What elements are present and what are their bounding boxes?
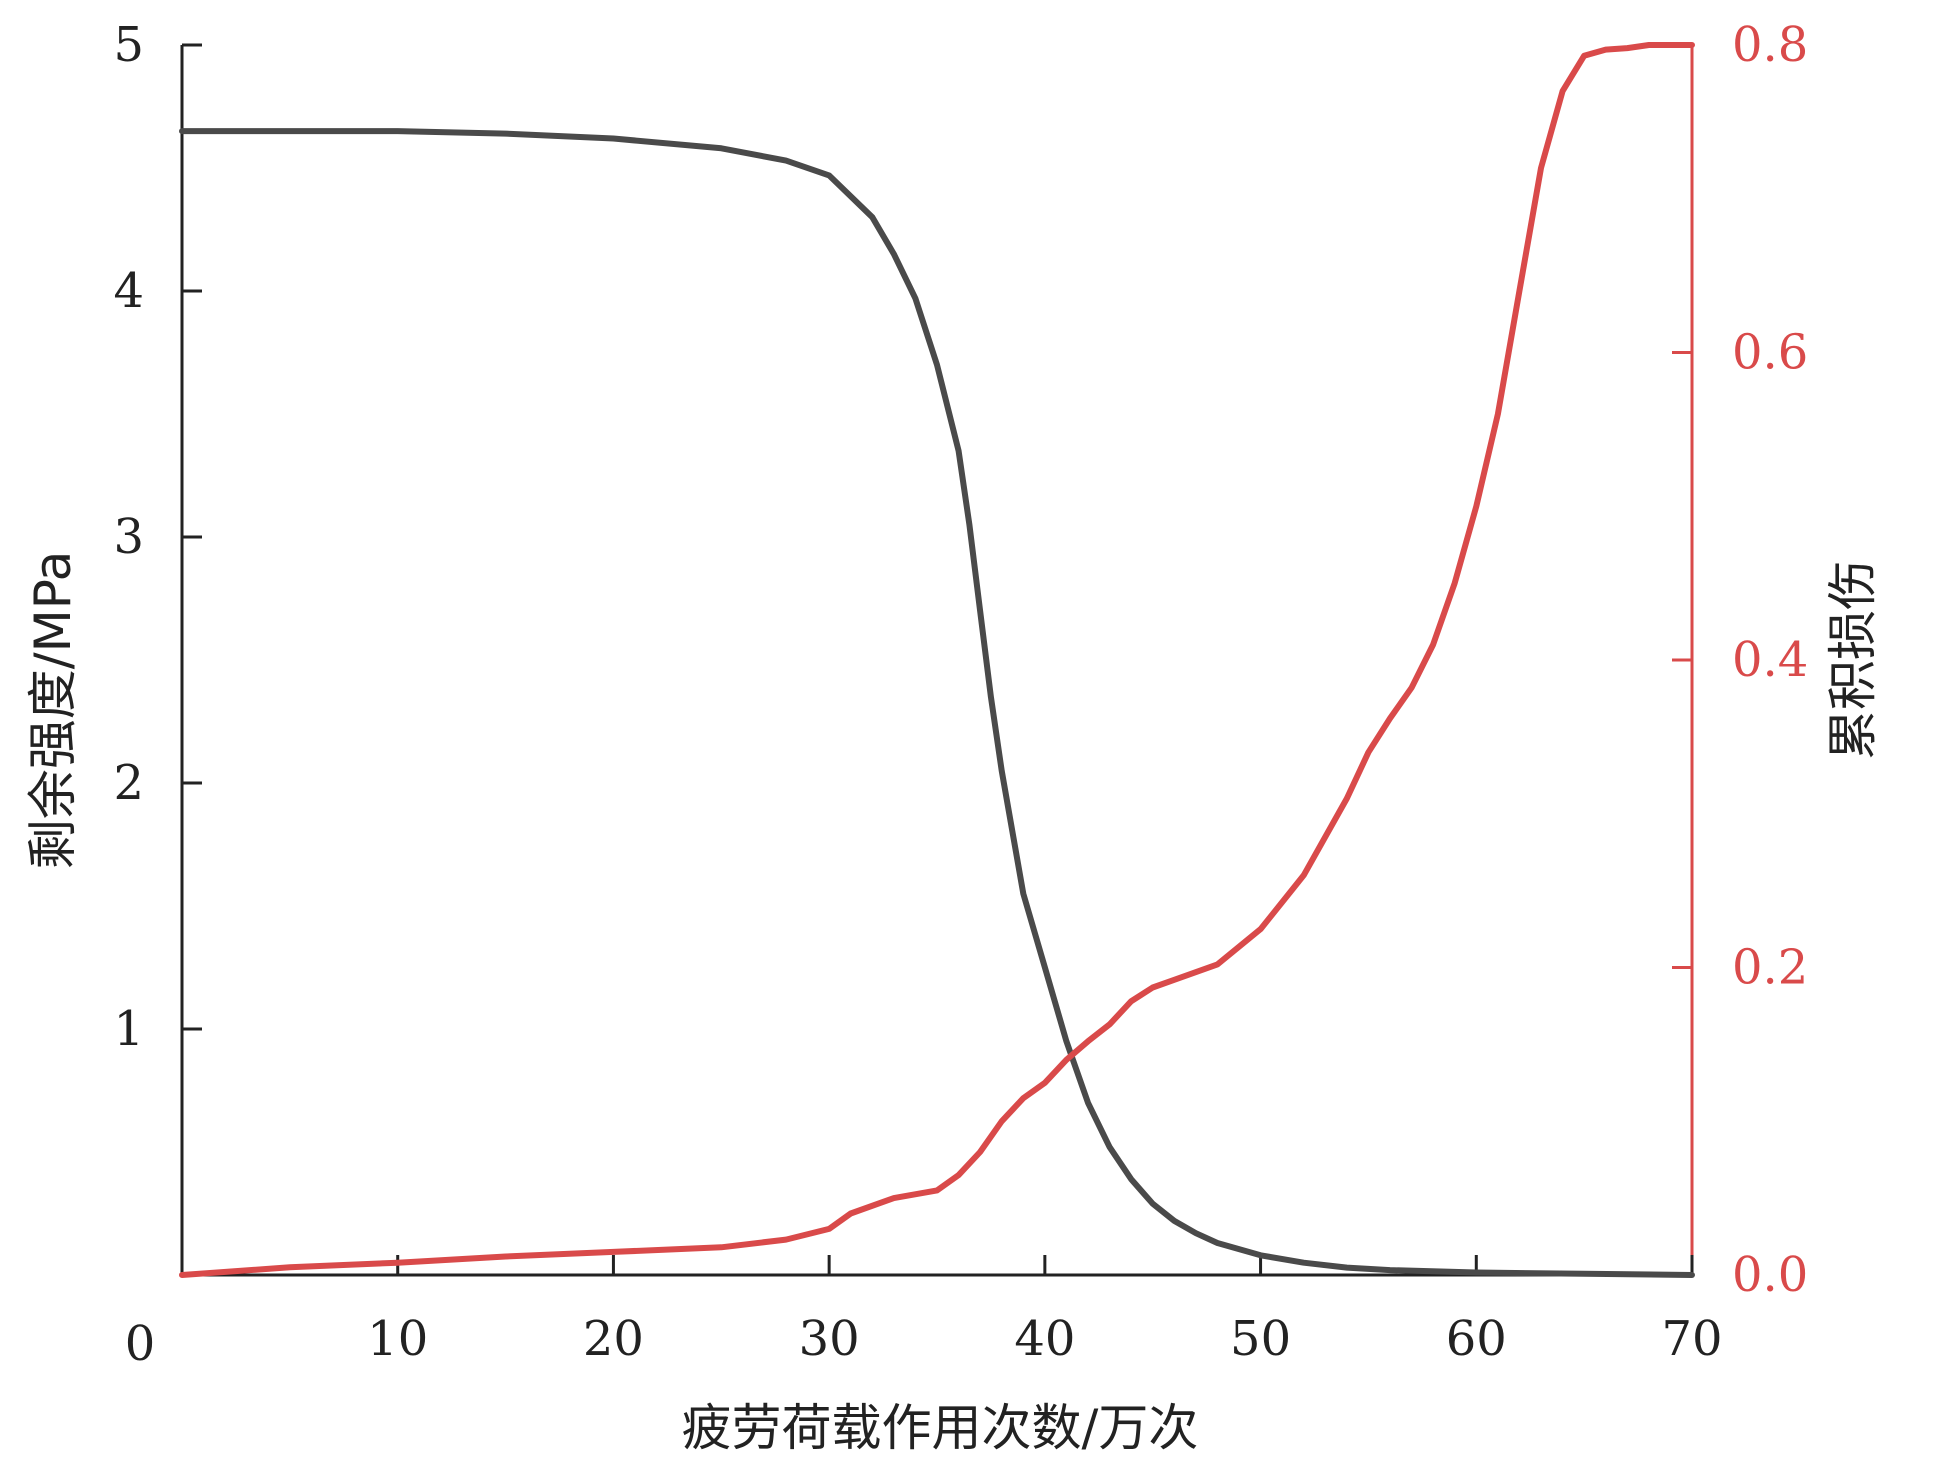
labels-layer: 0 疲劳荷载作用次数/万次 剩余强度/MPa 累积损伤 xyxy=(24,551,1882,1457)
x-tick-label-10: 10 xyxy=(367,1311,428,1367)
y-right-axis-title: 累积损伤 xyxy=(1824,560,1882,760)
x-tick-label-70: 70 xyxy=(1661,1311,1722,1367)
x-tick-label-40: 40 xyxy=(1014,1311,1075,1367)
y-right-tick-label-0.4: 0.4 xyxy=(1732,632,1808,688)
y-left-tick-label-2: 2 xyxy=(113,755,144,811)
origin-label: 0 xyxy=(125,1316,156,1372)
x-tick-label-60: 60 xyxy=(1446,1311,1507,1367)
x-tick-label-20: 20 xyxy=(583,1311,644,1367)
y-right-tick-label-0.6: 0.6 xyxy=(1732,325,1808,381)
damage-series-line xyxy=(179,42,1695,1278)
x-tick-label-30: 30 xyxy=(799,1311,860,1367)
y-right-tick-label-0: 0.0 xyxy=(1732,1247,1808,1303)
y-right-tick-label-0.2: 0.2 xyxy=(1732,940,1808,996)
series-layer xyxy=(179,42,1695,1278)
axes: 10 20 30 40 50 60 70 1 2 3 4 5 0.0 0.2 0.4 0.6 0.8 xyxy=(113,17,1808,1367)
y-left-tick-label-1: 1 xyxy=(113,1001,144,1057)
y-left-tick-label-5: 5 xyxy=(113,17,144,73)
y-left-tick-label-4: 4 xyxy=(113,263,144,319)
y-left-tick-label-3: 3 xyxy=(113,509,144,565)
y-right-tick-label-0.8: 0.8 xyxy=(1732,17,1808,73)
x-tick-label-50: 50 xyxy=(1230,1311,1291,1367)
x-axis-title: 疲劳荷载作用次数/万次 xyxy=(682,1399,1199,1457)
strength-series-line xyxy=(179,128,1695,1278)
y-left-axis-title: 剩余强度/MPa xyxy=(24,551,82,870)
